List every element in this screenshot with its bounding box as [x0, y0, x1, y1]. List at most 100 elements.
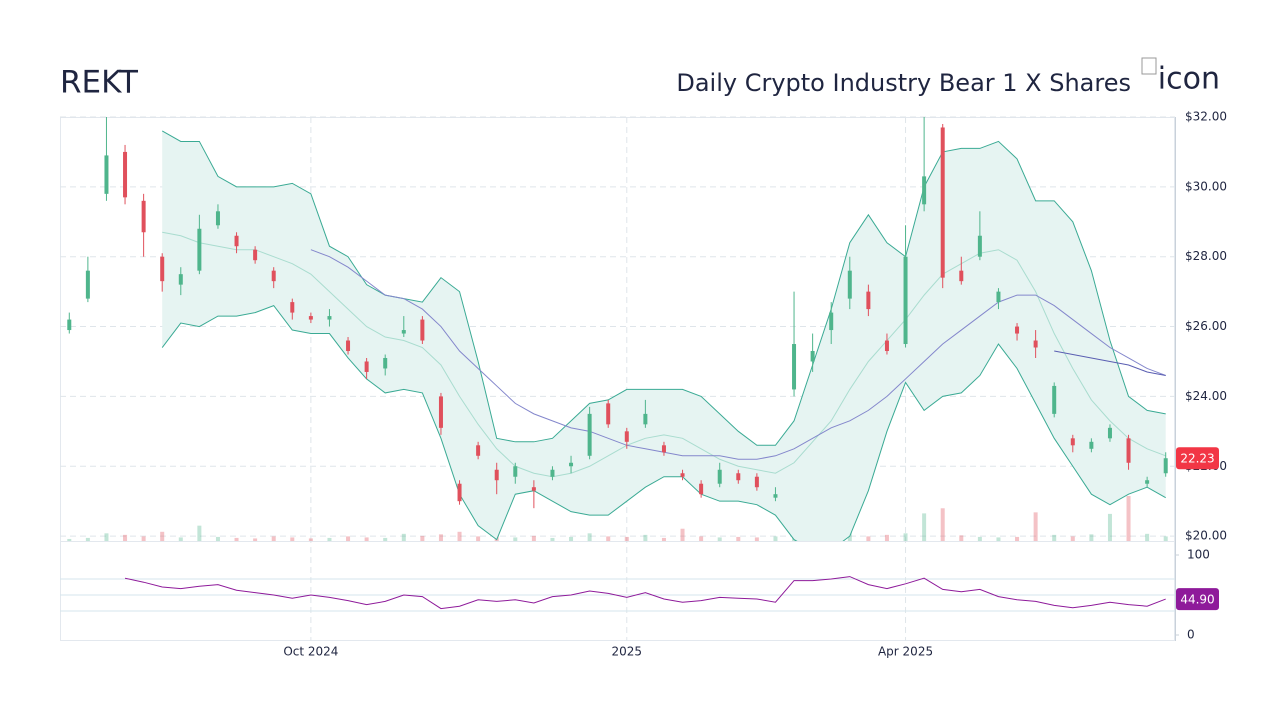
- volume-bar: [606, 536, 611, 541]
- candle-body: [1107, 427, 1112, 439]
- volume-bar: [1163, 536, 1168, 541]
- candle-body: [996, 291, 1001, 303]
- bollinger-middle: [162, 231, 1166, 478]
- label-layer: $20.00$22.00$24.00$26.00$28.00$30.00$32.…: [283, 110, 1227, 659]
- volume-bar: [1015, 536, 1020, 541]
- volume-bar: [383, 537, 388, 541]
- volume-bar: [364, 537, 369, 541]
- volume-bar: [1126, 496, 1131, 541]
- last-price-box: [1176, 447, 1219, 470]
- logo-alt-text: icon: [1158, 62, 1220, 97]
- candle-body: [1052, 385, 1057, 414]
- candle-body: [884, 340, 889, 352]
- candle-body: [104, 155, 109, 194]
- company-name: Daily Crypto Industry Bear 1 X Shares: [676, 69, 1131, 97]
- x-tick-label: 2025: [612, 645, 643, 659]
- candle-body: [792, 344, 797, 390]
- x-tick-label: Apr 2025: [878, 645, 933, 659]
- candle-body: [1126, 438, 1131, 463]
- candle-body: [123, 151, 128, 198]
- volume-bar: [922, 513, 927, 541]
- rsi-tick-label: 0: [1187, 628, 1195, 642]
- candle-body: [85, 270, 90, 299]
- volume-bar: [680, 528, 685, 541]
- volume-bar: [569, 536, 574, 541]
- candle-body: [866, 291, 871, 310]
- candle-body: [271, 270, 276, 282]
- volume-bar: [977, 536, 982, 541]
- candle-body: [531, 487, 536, 491]
- candle-body: [922, 176, 927, 205]
- candle-body: [141, 200, 146, 233]
- candle-body: [773, 494, 778, 498]
- candle-body: [587, 413, 592, 456]
- y-tick-label: $28.00: [1185, 249, 1227, 263]
- volume-bar: [178, 537, 183, 541]
- candle-body: [253, 249, 258, 261]
- volume-bar: [1070, 536, 1075, 541]
- candle-body: [847, 270, 852, 299]
- candle-body: [67, 319, 72, 331]
- y-tick-label: $26.00: [1185, 319, 1227, 333]
- candle-body: [383, 357, 388, 369]
- volume-bar: [160, 531, 165, 541]
- candle-body: [1163, 458, 1168, 474]
- candle-body: [661, 445, 666, 453]
- volume-bar: [271, 536, 276, 541]
- volume-bar: [215, 536, 220, 541]
- y-tick-label: $24.00: [1185, 389, 1227, 403]
- plot-frame: [60, 117, 1175, 641]
- candle-body: [1145, 480, 1150, 484]
- last-price-label: 22.23: [1180, 452, 1214, 466]
- candle-body: [178, 274, 183, 285]
- candle-body: [606, 403, 611, 425]
- volume-bar: [290, 537, 295, 541]
- volume-bar: [1145, 533, 1150, 541]
- candle-body: [680, 473, 685, 477]
- candle-body: [736, 473, 741, 481]
- candle-body: [494, 469, 499, 481]
- candle-body: [569, 462, 574, 467]
- candle-body: [160, 256, 165, 282]
- volume-bar: [457, 531, 462, 541]
- rsi-line: [124, 576, 1166, 610]
- volume-bar: [1052, 534, 1057, 541]
- candle-body: [476, 445, 481, 456]
- volume-bar: [420, 535, 425, 541]
- volume-bar: [959, 535, 964, 541]
- volume-bar: [123, 534, 128, 541]
- volume-bar: [736, 536, 741, 541]
- candle-body: [754, 476, 759, 488]
- bollinger-lower: [161, 305, 1166, 541]
- candle-body: [438, 396, 443, 428]
- volume-bar: [346, 536, 351, 541]
- y-tick-label: $20.00: [1185, 529, 1227, 543]
- volume-bar: [587, 533, 592, 541]
- volume-bar: [401, 533, 406, 541]
- candle-body: [1015, 326, 1020, 334]
- bollinger-area: [162, 130, 1166, 541]
- candle-body: [903, 256, 908, 345]
- volume-bar: [661, 537, 666, 541]
- volume-bar: [624, 536, 629, 541]
- candle-body: [346, 340, 351, 352]
- volume-bar: [308, 538, 313, 541]
- candle-body: [1033, 340, 1038, 348]
- candle-body: [1070, 438, 1075, 446]
- candle-body: [401, 330, 406, 334]
- candle-body: [513, 466, 518, 477]
- volume-bar: [940, 508, 945, 541]
- last-rsi-label: 44.90: [1180, 593, 1214, 607]
- candle-body: [977, 235, 982, 257]
- candle-body: [215, 211, 220, 226]
- volume-bar: [327, 537, 332, 541]
- candle-body: [959, 270, 964, 282]
- candle-body: [364, 361, 369, 372]
- volume-bar: [717, 537, 722, 541]
- last-rsi-box: [1176, 588, 1219, 611]
- volume-bar: [773, 536, 778, 541]
- candle-body: [717, 469, 722, 484]
- candle-body: [699, 483, 704, 495]
- candle-body: [420, 319, 425, 341]
- candle-body: [327, 316, 332, 320]
